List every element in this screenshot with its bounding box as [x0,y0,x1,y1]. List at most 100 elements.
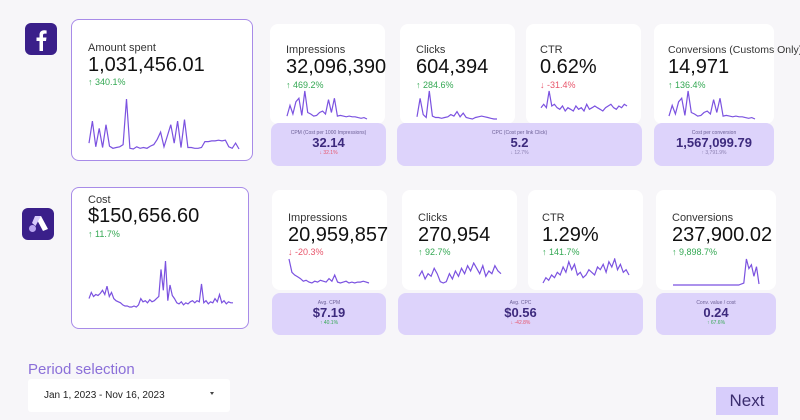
metric-value: 270,954 [418,224,491,246]
sparkline [88,98,240,150]
delta-value: 3,791.9% [705,150,727,156]
period-selection-title: Period selection [28,361,135,378]
fb-clicks-card: Clicks 604,394 ↑ 284.6% [400,24,515,124]
sparkline [540,90,628,112]
delta-value: 136.4% [675,80,706,90]
sub-label: CPC (Cost per link Click) [491,130,548,136]
delta-value: -31.4% [547,80,576,90]
metric-delta: ↑ 284.6% [416,80,454,90]
metric-label: Clicks [416,44,446,56]
delta-value: 32.1% [323,150,338,156]
sparkline-path [288,258,370,284]
sub-value: 32.14 [312,135,345,150]
sub-delta: ↑ 67.6% [706,320,726,326]
ga-conv-value-cost-card: Conv. value / cost 0.24 ↑ 67.6% [656,293,776,335]
sparkline-path [88,98,240,150]
sparkline [88,260,233,308]
metric-value: 604,394 [416,56,489,78]
metric-label: Cost [88,194,111,206]
sub-delta: ↓ 32.1% [319,150,338,156]
metric-delta: ↓ -20.3% [288,247,324,257]
delta-value: 67.6% [710,320,726,326]
sparkline [673,258,760,286]
delta-value: 9,898.7% [679,247,718,257]
google-ads-icon [29,216,48,232]
sub-value: 5.2 [510,135,529,150]
sparkline [416,90,497,120]
fb-cost-per-conversion-card: Cost per conversion 1,567,099.79 ↑ 3,791… [654,123,774,166]
metric-label: Clicks [418,212,448,224]
metric-value: 32,096,390 [286,56,387,78]
sparkline-path [540,90,628,112]
delta-value: 340.1% [95,77,126,87]
ga-conversions-card: Conversions 237,900.02 ↑ 9,898.7% [656,190,776,290]
sparkline [286,90,368,120]
sparkline-path [286,90,368,120]
sparkline [418,262,502,284]
sub-label: Avg. CPC [509,300,532,306]
metric-value: 14,971 [668,56,730,78]
google-ads-logo [22,208,54,240]
sub-delta: ↓ -42.8% [510,320,531,326]
metric-delta: ↑ 141.7% [542,247,580,257]
sub-delta: ↑ 3,791.9% [701,150,727,156]
fb-cpm-card: CPM (Cost per 1000 Impressions) 32.14 ↓ … [271,123,386,166]
next-button[interactable]: Next [716,387,778,415]
facebook-logo [25,23,57,55]
delta-value: 40.1% [323,320,339,326]
sub-label: CPM (Cost per 1000 Impressions) [290,130,367,136]
fb-conversions-card: Conversions (Customs Only) 14,971 ↑ 136.… [654,24,800,124]
delta-value: 284.6% [423,80,454,90]
metric-delta: ↑ 340.1% [88,77,126,87]
ga-ctr-card: CTR 1.29% ↑ 141.7% [528,190,643,290]
delta-value: 92.7% [425,247,451,257]
sub-value: $7.19 [312,305,346,320]
metric-label: Amount spent [88,42,156,54]
metric-delta: ↑ 11.7% [88,229,120,239]
period-selector[interactable]: Jan 1, 2023 - Nov 16, 2023 [28,379,230,412]
sparkline-path [673,258,760,286]
sub-value: 0.24 [703,305,729,320]
metric-value: $150,656.60 [88,205,200,227]
ga-avg-cpc-card: Avg. CPC $0.56 ↓ -42.8% [398,293,643,335]
sparkline-path [88,260,233,308]
ga-avg-cpm-card: Avg. CPM $7.19 ↑ 40.1% [272,293,386,335]
fb-cpc-card: CPC (Cost per link Click) 5.2 ↓ 12.7% [397,123,642,166]
sub-label: Cost per conversion [691,130,737,136]
metric-delta: ↑ 469.2% [286,80,324,90]
metric-delta: ↓ -31.4% [540,80,576,90]
sub-label: Conv. value / cost [696,300,736,306]
sub-delta: ↓ 12.7% [510,150,529,156]
sub-label: Avg. CPM [317,300,341,306]
metric-label: Conversions [672,212,734,224]
metric-label: Conversions (Customs Only) [668,44,800,56]
caret-down-icon [210,392,214,395]
sub-value: $0.56 [504,305,537,320]
sparkline [668,90,756,120]
fb-ctr-card: CTR 0.62% ↓ -31.4% [526,24,641,124]
metric-delta: ↑ 92.7% [418,247,451,257]
metric-delta: ↑ 136.4% [668,80,706,90]
delta-value: 11.7% [95,229,120,239]
metric-value: 0.62% [540,56,597,78]
sparkline-path [668,90,756,120]
metric-value: 237,900.02 [672,224,773,246]
delta-value: 141.7% [549,247,580,257]
metric-value: 20,959,857 [288,224,389,246]
delta-value: 12.7% [514,150,529,156]
metric-value: 1.29% [542,224,599,246]
metric-delta: ↑ 9,898.7% [672,247,718,257]
metric-label: Impressions [288,212,348,224]
fb-amount-spent-card: Amount spent 1,031,456.01 ↑ 340.1% [71,19,253,161]
sub-delta: ↑ 40.1% [319,320,339,326]
delta-value: -20.3% [295,247,324,257]
sparkline [288,258,370,284]
delta-value: 469.2% [293,80,324,90]
metric-label: CTR [540,44,563,56]
sparkline-path [542,258,630,284]
ga-clicks-card: Clicks 270,954 ↑ 92.7% [402,190,517,290]
fb-impressions-card: Impressions 32,096,390 ↑ 469.2% [270,24,387,124]
sub-value: 1,567,099.79 [676,135,752,150]
sparkline [542,258,630,284]
sparkline-path [418,262,502,284]
